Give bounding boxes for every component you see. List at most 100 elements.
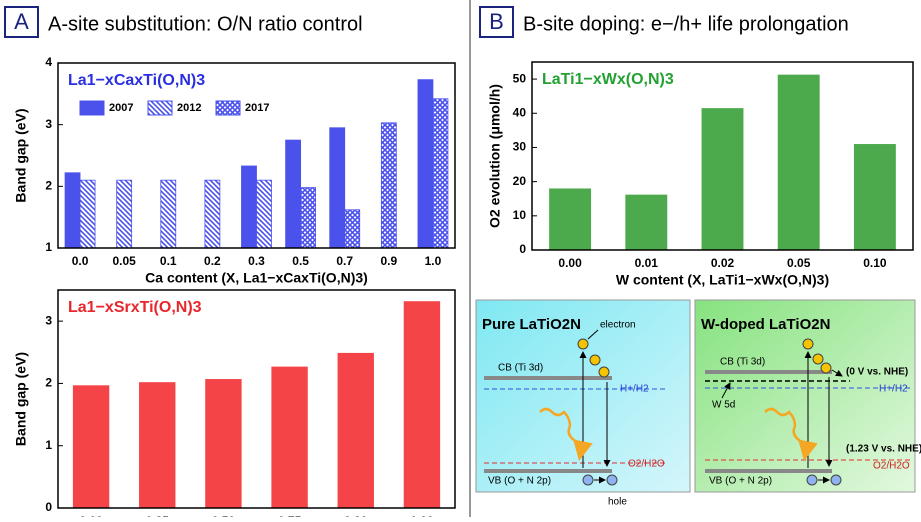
legend-label: 2012 [177, 102, 201, 114]
bar [344, 209, 361, 249]
plot-frame [531, 61, 914, 251]
panel-box [479, 6, 514, 38]
y-tick-label: 30 [513, 140, 527, 154]
electron [820, 362, 832, 374]
bar [139, 382, 176, 508]
electron [812, 353, 824, 365]
y-axis-label: Band gap (eV) [13, 352, 29, 446]
y-tick-label: 2 [45, 376, 52, 390]
hole [582, 474, 594, 486]
bar [72, 385, 110, 508]
label: VB (O + N 2p) [488, 476, 551, 487]
light [764, 407, 818, 461]
bar [160, 179, 177, 249]
bar [64, 172, 81, 249]
light [539, 407, 593, 461]
bar [116, 179, 133, 249]
diagram-title: W-doped LaTiO2N [701, 316, 830, 333]
y-axis-label: Band gap (eV) [13, 108, 29, 202]
label: hole [608, 497, 627, 508]
bar [337, 352, 374, 508]
label: electron [600, 320, 636, 331]
diagram: Pure LaTiO2N electron CB (Ti 3d) H+/H2 O… [475, 299, 691, 508]
y-tick-label: 3 [45, 117, 52, 131]
bar [204, 179, 221, 249]
electron [802, 338, 814, 350]
bar [853, 144, 896, 250]
bar [241, 165, 257, 249]
label: O2/H2O [873, 461, 910, 472]
panel-title: B-site doping: e−/h+ life prolongation [523, 13, 849, 35]
bar [256, 179, 272, 249]
x-tick-label: 0.05 [112, 254, 136, 268]
label: W 5d [712, 400, 735, 411]
legend-label: 2007 [109, 102, 133, 114]
x-tick-label: 0.02 [711, 256, 735, 270]
legend-label: 2017 [245, 102, 269, 114]
electron [589, 354, 601, 366]
label: H+/H2 [879, 384, 908, 395]
y-tick-label: 3 [45, 313, 52, 327]
bar [417, 79, 434, 249]
y-tick-label: 10 [513, 208, 527, 222]
bar [300, 187, 317, 249]
plot-frame [57, 62, 456, 249]
x-tick-label: 0.3 [248, 254, 265, 268]
panel-label: A [14, 9, 29, 34]
label: CB (Ti 3d) [498, 363, 543, 374]
legend-swatch [79, 100, 105, 116]
hole [830, 474, 842, 486]
x-tick-label: 0.01 [635, 256, 659, 270]
hole [806, 474, 818, 486]
bar [549, 188, 592, 250]
x-tick-label: 0.9 [380, 254, 397, 268]
electron [598, 366, 610, 378]
label: H+/H2 [620, 384, 649, 395]
label: (0 V vs. NHE) [846, 367, 908, 378]
y-tick-label: 0 [519, 242, 526, 256]
x-tick-label: 0.2 [204, 254, 221, 268]
y-tick-label: 0 [45, 500, 52, 514]
hole [606, 474, 618, 486]
y-tick-label: 1 [45, 240, 52, 254]
bar [285, 139, 302, 249]
x-axis-label: Ca content (X, La1−xCaxTi(O,N)3) [145, 270, 368, 286]
annotation: La1−xCaxTi(O,N)3 [68, 72, 205, 89]
y-tick-label: 4 [45, 55, 52, 69]
bar [329, 127, 346, 249]
y-tick-label: 2 [45, 179, 52, 193]
y-tick-label: 1 [45, 438, 52, 452]
bar [403, 301, 441, 508]
x-tick-label: 0.0 [72, 254, 89, 268]
x-tick-label: 0.10 [863, 256, 887, 270]
annotation: LaTi1−xWx(O,N)3 [542, 71, 674, 88]
x-tick-label: 0.1 [160, 254, 177, 268]
diagram-title: Pure LaTiO2N [482, 316, 581, 333]
arrow [831, 369, 843, 377]
legend-swatch [147, 100, 173, 116]
diagram: W-doped LaTiO2N CB (Ti 3d) (0 V vs. NHE)… [694, 299, 921, 493]
y-tick-label: 40 [513, 105, 527, 119]
bar [79, 179, 96, 249]
panel-label: B [489, 9, 504, 34]
x-axis-label: W content (X, LaTi1−xWx(O,N)3) [616, 272, 829, 288]
legend-swatch [215, 100, 241, 116]
bar [271, 366, 308, 508]
bar [380, 122, 397, 249]
bar [432, 98, 449, 249]
x-tick-label: 0.5 [292, 254, 309, 268]
bar [205, 379, 242, 508]
y-tick-label: 20 [513, 174, 527, 188]
x-tick-label: 0.00 [558, 256, 582, 270]
electron [577, 338, 589, 350]
label: VB (O + N 2p) [709, 476, 772, 487]
panel-title: A-site substitution: O/N ratio control [48, 13, 363, 35]
bar [701, 108, 744, 251]
x-tick-label: 0.7 [336, 254, 353, 268]
bar [777, 74, 820, 250]
y-axis-label: O2 evolution (μmol/h) [487, 84, 503, 228]
label: CB (Ti 3d) [720, 357, 765, 368]
pointer [721, 382, 731, 399]
annotation: La1−xSrxTi(O,N)3 [68, 299, 202, 316]
